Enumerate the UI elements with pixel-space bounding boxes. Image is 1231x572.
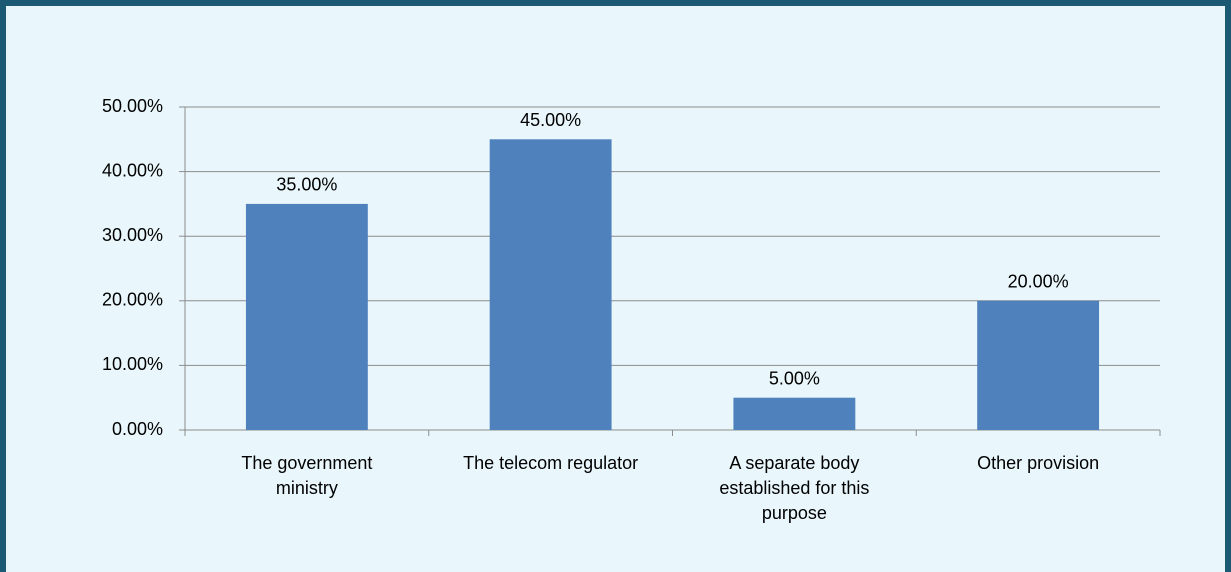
data-label: 5.00% — [769, 368, 820, 388]
data-label: 35.00% — [276, 175, 337, 195]
y-tick-label: 10.00% — [102, 354, 163, 374]
bar — [977, 300, 1100, 430]
y-tick-label: 0.00% — [112, 419, 163, 439]
y-tick-label: 20.00% — [102, 290, 163, 310]
bar — [489, 139, 612, 431]
data-label: 20.00% — [1008, 272, 1069, 292]
x-tick-label: Other provision — [977, 453, 1100, 473]
bar — [245, 203, 368, 430]
x-tick-label: The government ministry — [241, 453, 373, 498]
x-tick-label: The telecom regulator — [463, 453, 639, 473]
y-tick-label: 40.00% — [102, 160, 163, 180]
x-tick-label: A separate body established for this pur… — [719, 453, 870, 523]
data-label: 45.00% — [520, 110, 581, 130]
y-tick-label: 50.00% — [102, 96, 163, 116]
bar — [733, 397, 856, 430]
y-tick-label: 30.00% — [102, 225, 163, 245]
